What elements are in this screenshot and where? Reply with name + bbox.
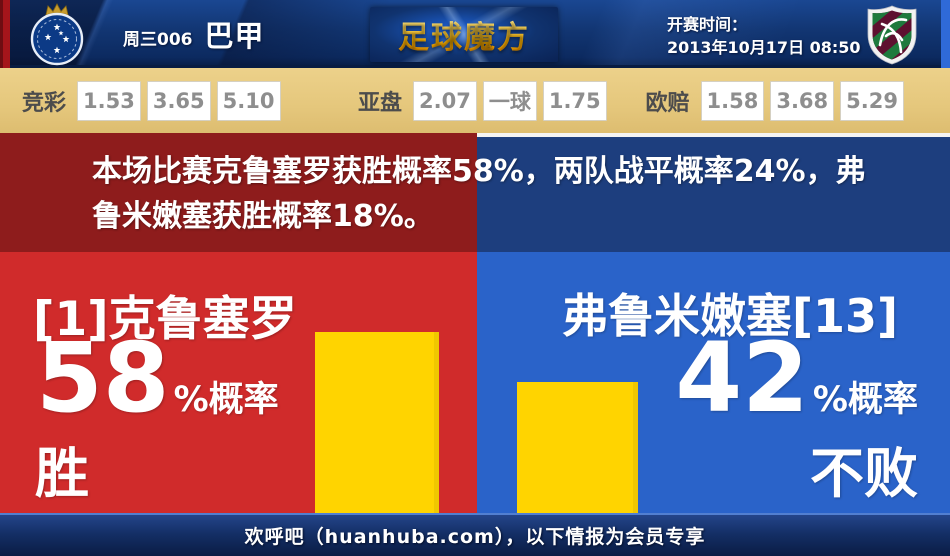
odds-value-box: 1.58 <box>700 80 765 121</box>
match-info: 周三006 巴甲 <box>123 0 265 68</box>
header: 周三006 巴甲 足球魔方 开赛时间： 2013年10月17日 08:50 <box>0 0 950 68</box>
prediction-summary-band: 本场比赛克鲁塞罗获胜概率58%，两队战平概率24%，弗鲁米嫩塞获胜概率18%。 <box>0 133 950 252</box>
away-probability: 42 %概率 <box>675 328 918 429</box>
summary-background-blue <box>477 133 950 252</box>
odds-value-box: 5.29 <box>840 80 904 121</box>
away-outcome-label: 不败 <box>810 442 918 505</box>
odds-value-box: 3.65 <box>146 80 211 121</box>
kickoff-time-block: 开赛时间： 2013年10月17日 08:50 <box>667 13 861 59</box>
odds-group-jingcai: 竞彩 1.53 3.65 5.10 <box>22 68 287 133</box>
away-probability-bar <box>517 382 638 513</box>
site-logo[interactable]: 足球魔方 <box>370 7 558 62</box>
prediction-summary-text: 本场比赛克鲁塞罗获胜概率58%，两队战平概率24%，弗鲁米嫩塞获胜概率18%。 <box>92 154 866 234</box>
summary-background-red <box>0 133 477 252</box>
odds-label-oupei: 欧赔 <box>645 90 690 116</box>
odds-group-yapan: 亚盘 2.07 一球 1.75 <box>358 68 613 133</box>
match-week-label: 周三006 <box>123 30 193 50</box>
site-logo-text: 足球魔方 <box>398 12 530 57</box>
odds-label-yapan: 亚盘 <box>358 90 403 116</box>
home-team-name: [1]克鲁塞罗 <box>33 292 297 347</box>
probability-panels: [1]克鲁塞罗 58 %概率 胜 弗鲁米嫩塞[13] 42 %概率 不败 <box>0 252 950 513</box>
odds-group-oupei: 欧赔 1.58 3.68 5.29 <box>646 68 911 133</box>
home-probability-suffix: %概率 <box>173 380 279 420</box>
away-probability-number: 42 <box>675 322 809 434</box>
footer-bar: 欢呼吧（huanhuba.com），以下情报为会员专享 <box>0 513 950 556</box>
home-probability-bar <box>315 332 439 513</box>
home-outcome-label: 胜 <box>35 442 89 505</box>
away-team-crest-icon <box>866 5 918 69</box>
odds-value-box: 2.07 <box>413 80 477 121</box>
right-blue-edge-stripe <box>941 0 950 68</box>
odds-value-box: 3.68 <box>770 80 835 121</box>
odds-value-box: 5.10 <box>216 80 281 121</box>
left-red-edge-stripe <box>0 0 10 68</box>
league-label: 巴甲 <box>204 19 265 53</box>
home-probability: 58 %概率 <box>36 328 279 429</box>
footer-text: 欢呼吧（huanhuba.com），以下情报为会员专享 <box>244 526 706 548</box>
home-probability-number: 58 <box>36 322 170 434</box>
kickoff-label: 开赛时间： <box>667 15 748 34</box>
kickoff-time: 2013年10月17日 08:50 <box>667 38 861 57</box>
odds-value-box: 1.53 <box>77 80 141 121</box>
odds-value-box: 1.75 <box>542 80 607 121</box>
home-team-crest-icon <box>27 2 87 70</box>
odds-bar: 竞彩 1.53 3.65 5.10 亚盘 2.07 一球 1.75 欧赔 1.5… <box>0 68 950 133</box>
odds-handicap-box: 一球 <box>482 80 537 121</box>
odds-label-jingcai: 竞彩 <box>22 90 67 116</box>
away-team-name: 弗鲁米嫩塞[13] <box>561 289 898 343</box>
away-probability-suffix: %概率 <box>812 380 918 420</box>
